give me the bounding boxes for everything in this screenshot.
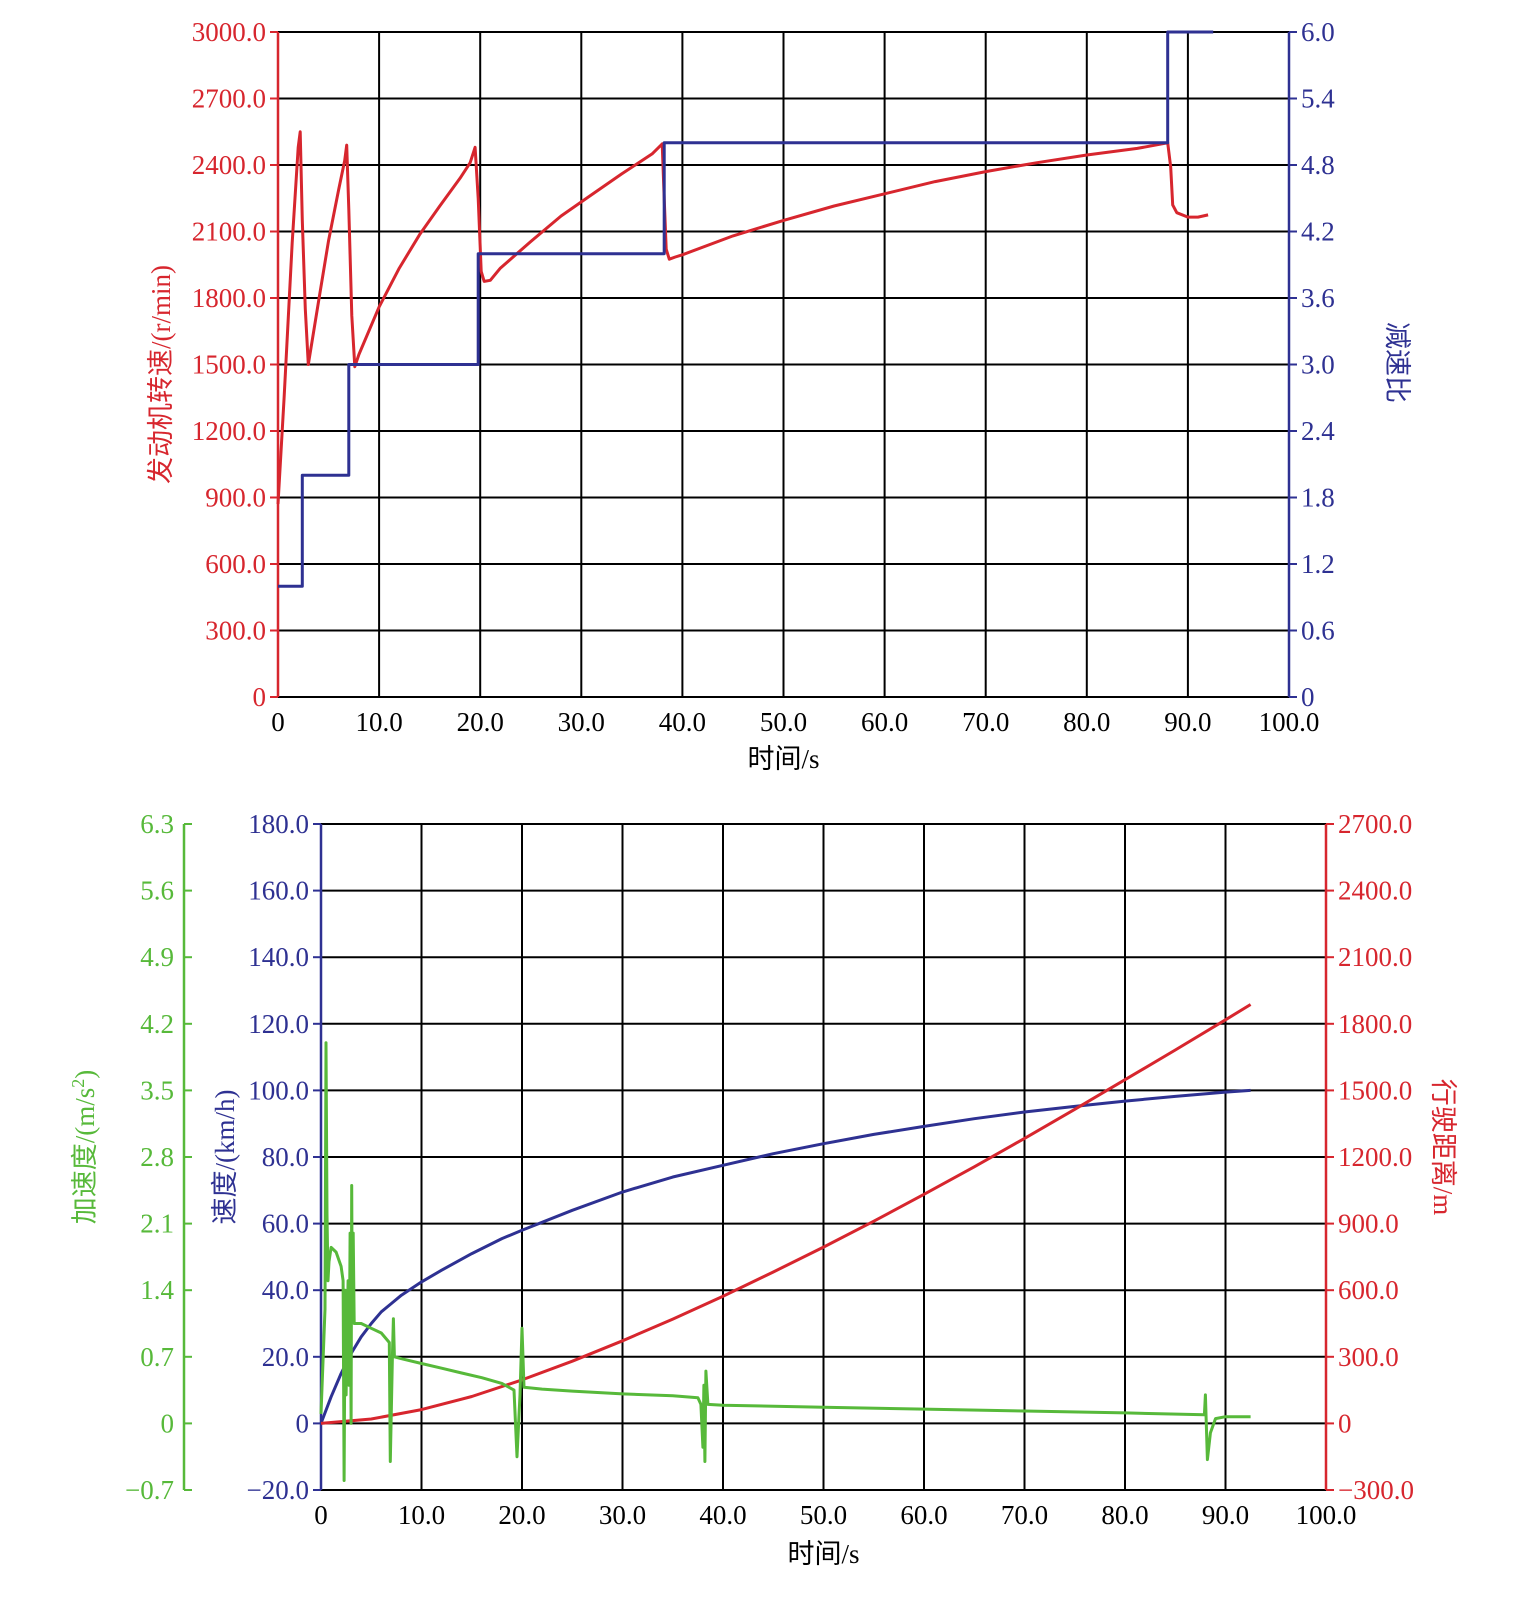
y-right-tick-label: 3.6 (1301, 283, 1335, 313)
x-tick-label: 60.0 (900, 1500, 947, 1530)
x-tick-label: 40.0 (659, 707, 706, 737)
y-left-tick-label: 140.0 (248, 942, 309, 972)
x-tick-label: 20.0 (457, 707, 504, 737)
y-right-tick-label: 900.0 (1338, 1209, 1399, 1239)
y-right-tick-label: 0 (1301, 682, 1315, 712)
engine-speed-gear-ratio-chart: 0 300.0 600.0 900.0 1200.0 1500.0 1800.0 2100.0… (146, 17, 1412, 774)
y-left-tick-label: 1200.0 (192, 416, 266, 446)
y-right-tick-label: 4.8 (1301, 150, 1335, 180)
y-outer-left-tick-label: 6.3 (140, 809, 174, 839)
y-right-tick-label: 2.4 (1301, 416, 1335, 446)
y-left-axis-label: 速度/(km/h) (210, 1090, 240, 1225)
y-left-tick-label: 100.0 (248, 1075, 309, 1105)
y-outer-left-tick-label: 4.2 (140, 1009, 174, 1039)
y-right-tick-label: 3.0 (1301, 350, 1335, 380)
y-outer-left-axis-label: 加速度/(m/s2) (68, 1070, 100, 1225)
x-axis-label: 时间/s (787, 1539, 859, 1569)
x-tick-label: 90.0 (1164, 707, 1211, 737)
y-right-tick-label: 6.0 (1301, 17, 1335, 47)
x-tick-label: 20.0 (498, 1500, 545, 1530)
y-outer-left-axis-label-close: ) (70, 1070, 100, 1079)
x-tick-label: 30.0 (599, 1500, 646, 1530)
y-left-tick-label: 2700.0 (192, 84, 266, 114)
engine-speed-series-line (276, 130, 1209, 505)
y-outer-left-tick-label: 0 (161, 1408, 175, 1438)
y-outer-left-tick-label: 2.8 (140, 1142, 174, 1172)
y-left-tick-label: 60.0 (262, 1209, 309, 1239)
y-outer-left-axis-label-main: 加速度/(m/s (70, 1088, 100, 1225)
distance-series-line (320, 1003, 1252, 1425)
x-tick-label: 100.0 (1296, 1500, 1357, 1530)
y-outer-left-tick-label: 4.9 (140, 942, 174, 972)
y-outer-left-axis-label-superscript: 2 (68, 1079, 88, 1088)
y-left-tick-label: 300.0 (205, 616, 266, 646)
y-outer-left-tick-label: 3.5 (140, 1075, 174, 1105)
x-tick-label: 70.0 (1001, 1500, 1048, 1530)
y-left-tick-label: 0 (253, 682, 267, 712)
y-left-tick-label: 80.0 (262, 1142, 309, 1172)
x-tick-label: 10.0 (398, 1500, 445, 1530)
y-right-tick-label: −300.0 (1338, 1475, 1414, 1505)
y-right-tick-label: 1800.0 (1338, 1009, 1412, 1039)
x-tick-label: 0 (271, 707, 285, 737)
x-tick-label: 100.0 (1259, 707, 1320, 737)
acceleration-speed-distance-chart: −20.0020.040.060.080.0100.0120.0140.0160… (68, 809, 1458, 1569)
y-left-tick-label: 900.0 (205, 483, 266, 513)
x-tick-label: 70.0 (962, 707, 1009, 737)
y-right-tick-label: 5.4 (1301, 84, 1335, 114)
y-left-tick-label: 1500.0 (192, 350, 266, 380)
y-right-tick-label: 600.0 (1338, 1275, 1399, 1305)
y-left-tick-label: 40.0 (262, 1275, 309, 1305)
y-left-tick-label: 3000.0 (192, 17, 266, 47)
y-left-axis-label: 发动机转速/(r/min) (146, 265, 176, 484)
x-tick-label: 90.0 (1202, 1500, 1249, 1530)
x-tick-label: 80.0 (1101, 1500, 1148, 1530)
x-tick-label: 60.0 (861, 707, 908, 737)
x-tick-label: 30.0 (558, 707, 605, 737)
y-left-tick-label: 0 (296, 1408, 310, 1438)
y-left-tick-label: 20.0 (262, 1342, 309, 1372)
x-tick-label: 0 (314, 1500, 328, 1530)
y-right-tick-label: 4.2 (1301, 217, 1335, 247)
y-right-tick-label: 300.0 (1338, 1342, 1399, 1372)
y-outer-left-tick-label: 1.4 (140, 1275, 174, 1305)
y-left-tick-label: −20.0 (247, 1475, 309, 1505)
y-right-tick-label: 0.6 (1301, 616, 1335, 646)
x-tick-label: 50.0 (800, 1500, 847, 1530)
y-right-tick-label: 2400.0 (1338, 876, 1412, 906)
x-tick-label: 40.0 (699, 1500, 746, 1530)
x-tick-label: 10.0 (355, 707, 402, 737)
gear-ratio-series-line (278, 30, 1214, 588)
y-left-tick-label: 2400.0 (192, 150, 266, 180)
y-left-tick-label: 160.0 (248, 876, 309, 906)
y-right-axis-label: 行驶距离/m (1428, 1079, 1458, 1216)
y-outer-left-tick-label: −0.7 (125, 1475, 174, 1505)
y-right-tick-label: 0 (1338, 1408, 1352, 1438)
y-left-tick-label: 120.0 (248, 1009, 309, 1039)
y-right-tick-label: 2700.0 (1338, 809, 1412, 839)
y-left-tick-label: 2100.0 (192, 217, 266, 247)
y-left-tick-label: 600.0 (205, 549, 266, 579)
y-left-tick-label: 180.0 (248, 809, 309, 839)
acceleration-series-line (319, 1041, 1251, 1482)
y-right-tick-label: 1.8 (1301, 483, 1335, 513)
x-tick-label: 80.0 (1063, 707, 1110, 737)
y-right-tick-label: 1.2 (1301, 549, 1335, 579)
y-right-tick-label: 2100.0 (1338, 942, 1412, 972)
y-outer-left-tick-label: 5.6 (140, 876, 174, 906)
y-outer-left-tick-label: 2.1 (140, 1209, 174, 1239)
x-tick-label: 50.0 (760, 707, 807, 737)
y-right-tick-label: 1500.0 (1338, 1075, 1412, 1105)
x-axis-label: 时间/s (747, 744, 819, 774)
y-right-axis-label: 减速比 (1382, 322, 1412, 403)
y-left-tick-label: 1800.0 (192, 283, 266, 313)
y-right-tick-label: 1200.0 (1338, 1142, 1412, 1172)
y-outer-left-tick-label: 0.7 (140, 1342, 174, 1372)
